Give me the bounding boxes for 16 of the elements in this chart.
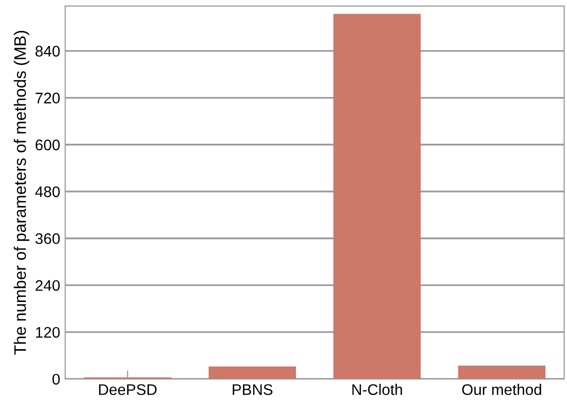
bar xyxy=(458,366,546,379)
x-tick-label: PBNS xyxy=(232,384,272,396)
bar xyxy=(208,366,296,379)
y-tick-label: 600 xyxy=(36,140,60,150)
x-tick-label: DeePSD xyxy=(99,384,157,396)
y-tick-label: 0 xyxy=(52,374,60,385)
bar xyxy=(333,14,421,379)
y-tick-label: 720 xyxy=(36,92,60,104)
x-tick-label: N-Cloth xyxy=(352,384,402,396)
y-tick-label: 120 xyxy=(36,326,60,338)
y-tick-label: 840 xyxy=(36,46,60,57)
y-tick-label: 480 xyxy=(35,186,60,198)
y-axis-title: The number of parameters of methods (MB) xyxy=(14,30,30,355)
x-tick-label: Our method xyxy=(462,384,542,396)
y-tick-label: 360 xyxy=(35,233,60,244)
y-tick-label: 240 xyxy=(36,280,60,291)
